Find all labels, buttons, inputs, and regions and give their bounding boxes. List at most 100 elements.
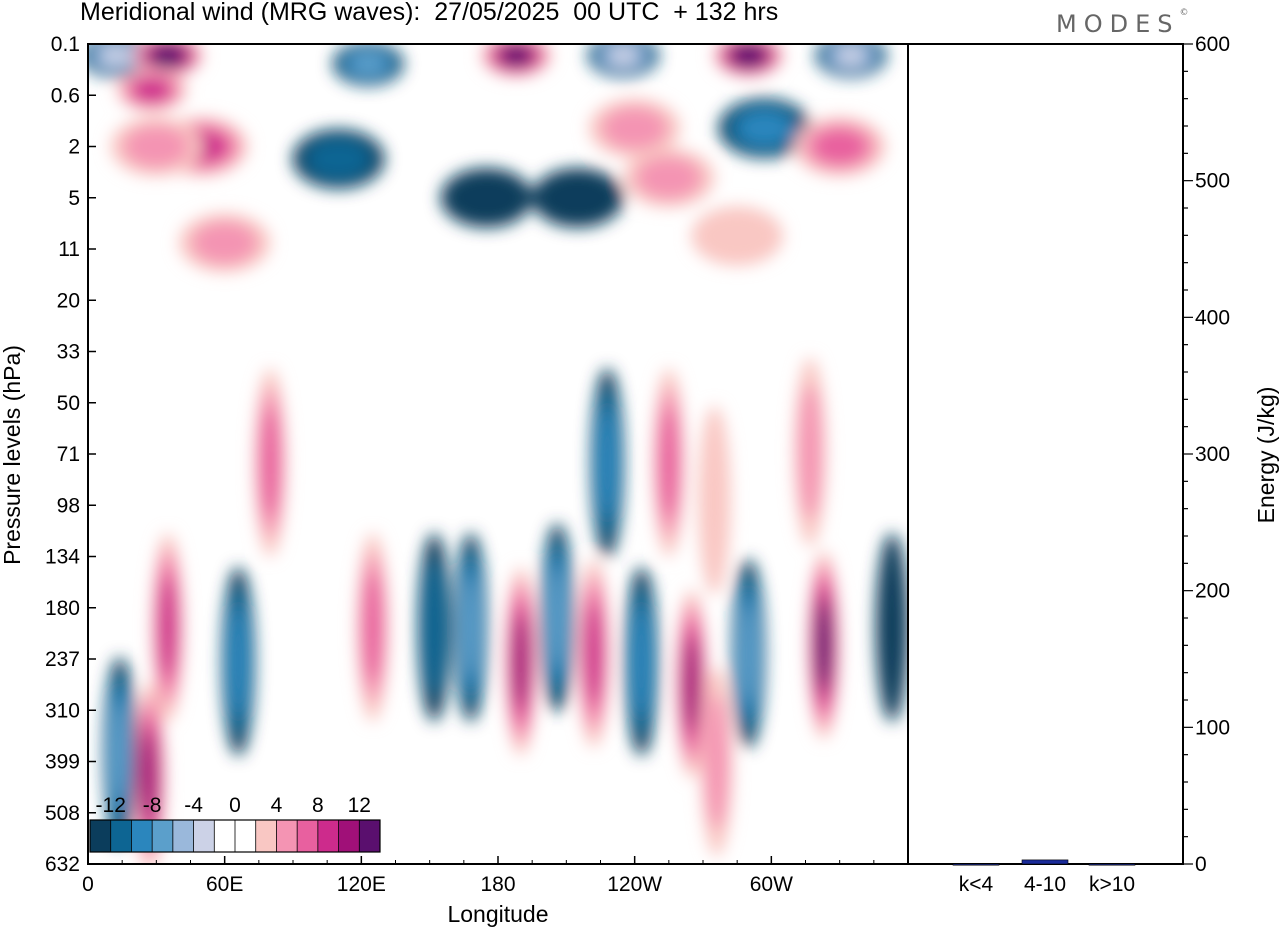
energy-category-label: 4-10	[1024, 873, 1066, 896]
wind-feature	[684, 639, 700, 729]
y-tick-label: 237	[45, 648, 80, 671]
y-tick-label: 11	[58, 238, 80, 261]
wind-feature	[531, 168, 624, 228]
x-tick-label: 120E	[337, 873, 386, 896]
wind-feature	[607, 46, 639, 66]
wind-contours	[88, 44, 908, 864]
colorbar-swatch	[172, 820, 194, 852]
wind-feature	[733, 46, 764, 65]
colorbar-swatch	[317, 820, 339, 852]
x-tick-label: 120W	[607, 873, 662, 896]
energy-panel: 0 100 200 300 400 500 600 k<4 4-10 k>10	[907, 33, 1230, 896]
colorbar-swatch	[255, 820, 277, 852]
x-tick-label: 60W	[750, 873, 793, 896]
wind-feature	[422, 559, 446, 695]
wind-feature	[691, 206, 784, 266]
y-tick-label: 2	[68, 136, 80, 159]
x-tick-label: 0	[82, 873, 94, 896]
wind-feature	[597, 407, 617, 519]
colorbar-label: 0	[229, 794, 241, 817]
energy-tick-label: 0	[1195, 853, 1207, 876]
wind-feature	[305, 137, 372, 181]
wind-feature	[260, 407, 280, 519]
wind-feature	[228, 605, 248, 718]
wind-feature	[585, 604, 603, 703]
energy-tick-label: 100	[1195, 716, 1230, 739]
wind-feature	[123, 125, 190, 168]
wind-feature	[513, 616, 529, 706]
wind-feature	[816, 603, 831, 687]
wind-feature	[99, 46, 131, 66]
energy-tick-label: 300	[1195, 443, 1230, 466]
colorbar-label: 12	[348, 794, 371, 817]
modes-logo: MODES©	[1056, 8, 1189, 38]
y-tick-label: 0.1	[51, 33, 80, 56]
colorbar-swatch	[110, 820, 132, 852]
wind-feature	[462, 578, 480, 677]
colorbar-swatch	[338, 820, 360, 852]
energy-bar	[1021, 859, 1069, 865]
y-tick-label: 134	[45, 546, 80, 569]
wind-field	[88, 44, 908, 864]
colorbar-swatch	[276, 820, 298, 852]
colorbar-swatch	[359, 820, 380, 852]
wind-feature	[705, 694, 729, 830]
energy-bar	[952, 863, 1000, 866]
wind-feature	[363, 571, 383, 683]
wind-feature	[659, 407, 679, 519]
logo-text: MODES	[1056, 10, 1180, 38]
wind-feature	[737, 110, 792, 146]
wind-feature	[798, 384, 822, 520]
colorbar-label: 8	[312, 794, 324, 817]
wind-feature	[191, 221, 258, 265]
y-tick-label: 632	[45, 853, 80, 876]
wind-feature	[698, 405, 731, 595]
x-tick-label: 60E	[206, 873, 243, 896]
logo-mark: ©	[1179, 8, 1189, 18]
y-tick-label: 71	[57, 443, 80, 466]
wind-feature	[141, 732, 158, 822]
y-tick-label: 98	[57, 494, 80, 517]
wind-feature	[133, 78, 170, 102]
colorbar-label: -4	[184, 794, 203, 817]
wind-feature	[636, 156, 702, 200]
energy-tick-label: 600	[1195, 33, 1230, 56]
colorbar-swatch	[131, 820, 153, 852]
colorbar-swatch	[214, 820, 235, 852]
wind-feature	[601, 106, 668, 150]
colorbar-label: 4	[271, 794, 283, 817]
wind-feature	[440, 168, 533, 228]
wind-feature	[875, 532, 908, 722]
y-tick-label: 33	[57, 341, 80, 364]
colorbar-swatch	[235, 820, 256, 852]
wind-feature	[740, 604, 757, 703]
colorbar: -12 -8 -4 0 4 8 12	[89, 794, 381, 853]
colorbar-label: -12	[96, 794, 126, 817]
energy-bar	[1088, 863, 1136, 866]
wind-feature	[111, 702, 129, 801]
energy-tick-label: 400	[1195, 306, 1230, 329]
colorbar-swatch	[90, 820, 111, 852]
energy-tick-label: 500	[1195, 170, 1230, 193]
x-tick-label: 180	[480, 873, 515, 896]
y-tick-label: 50	[57, 392, 80, 415]
wind-feature	[548, 569, 566, 667]
y-tick-label: 180	[45, 597, 80, 620]
y-tick-label: 310	[45, 699, 80, 722]
y-tick-label: 508	[45, 802, 80, 825]
colorbar-swatch	[297, 820, 318, 852]
colorbar-label: -8	[143, 794, 162, 817]
axes: 0.1 0.6 2 5 11 20 33 50 71 98 134 180 237 310 399 508 63…	[45, 33, 909, 896]
wind-feature	[812, 129, 867, 164]
energy-tick-label: 200	[1195, 580, 1230, 603]
chart-title: Meridional wind (MRG waves): 27/05/2025 …	[80, 0, 779, 26]
x-axis-label: Longitude	[447, 901, 548, 927]
y-tick-label: 20	[57, 289, 80, 312]
colorbar-swatch	[152, 820, 173, 852]
wind-feature	[500, 46, 532, 66]
wind-feature	[350, 52, 387, 76]
wind-feature	[159, 578, 177, 677]
y-tick-label: 399	[45, 751, 80, 774]
wind-feature	[153, 46, 183, 65]
